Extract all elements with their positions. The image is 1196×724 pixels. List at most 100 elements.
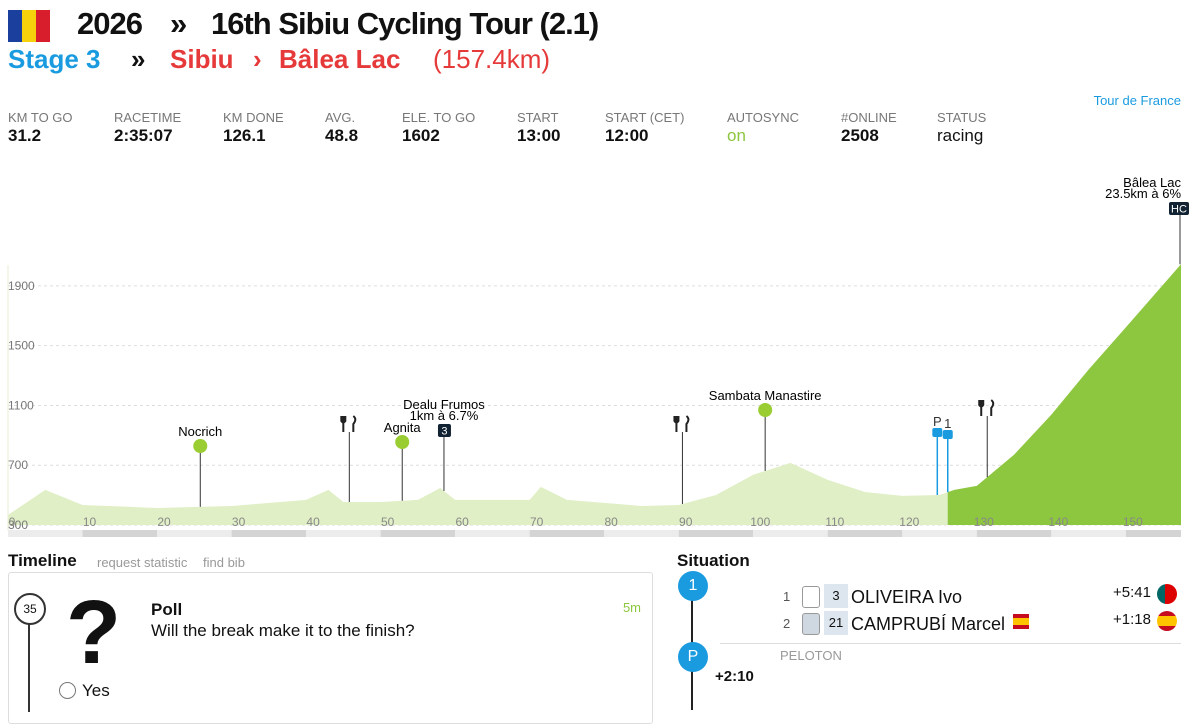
- rank: 1: [783, 589, 791, 604]
- link[interactable]: find bib: [203, 555, 245, 570]
- bib: 21: [824, 611, 848, 635]
- x-tick-label: 120: [899, 515, 919, 529]
- km-band: [1125, 530, 1181, 537]
- x-tick-label: 20: [157, 515, 171, 529]
- x-tick-label: 150: [1123, 515, 1143, 529]
- poll-option[interactable]: Yes: [82, 681, 110, 700]
- bib: 3: [824, 584, 848, 608]
- jersey: [802, 586, 820, 608]
- time: 5m: [622, 600, 641, 615]
- arrow: ›: [253, 44, 262, 74]
- km-band: [455, 530, 530, 537]
- stat-value: 2508: [841, 126, 879, 145]
- y-tick-label: 300: [8, 518, 28, 532]
- poll-icon: ?: [66, 583, 121, 683]
- town-name: Nocrich: [178, 424, 222, 439]
- climb-badge: [1169, 202, 1189, 215]
- divider: [720, 643, 1181, 644]
- town-marker: [395, 435, 410, 449]
- x-tick-label: 60: [455, 515, 469, 529]
- group-badge: P: [678, 642, 708, 672]
- poll-question: Will the break make it to the finish?: [151, 621, 415, 640]
- feed-icon: [978, 399, 995, 416]
- x-tick-label: 130: [974, 515, 994, 529]
- sprint-marker: [942, 430, 953, 439]
- poll-title: Poll: [151, 600, 183, 619]
- town-name: Sambata Manastire: [709, 388, 822, 403]
- town-name: Agnita: [384, 420, 422, 435]
- stat-value: 2:35:07: [114, 126, 173, 145]
- link[interactable]: request statistic: [97, 555, 188, 570]
- x-tick-label: 70: [530, 515, 544, 529]
- km-band: [902, 530, 977, 537]
- separator: »: [131, 44, 146, 74]
- rider-name[interactable]: CAMPRUBÍ Marcel: [851, 614, 1006, 634]
- distance: (157.4km): [433, 44, 551, 74]
- stat-value: on: [727, 126, 746, 145]
- stat-label: STATUS: [937, 110, 987, 125]
- km-band: [380, 530, 456, 537]
- year: 2026: [77, 6, 143, 41]
- climb-detail: 23.5km à 6%: [1105, 186, 1181, 201]
- x-tick-label: 10: [83, 515, 97, 529]
- km-band: [529, 530, 605, 537]
- timeline-line: [28, 622, 30, 712]
- stat-label: ELE. TO GO: [402, 110, 476, 125]
- km-band: [8, 530, 83, 537]
- gap: +2:10: [715, 668, 754, 685]
- rider-name[interactable]: OLIVEIRA Ivo: [851, 587, 963, 607]
- km-badge: 35: [14, 593, 46, 625]
- x-tick-label: 100: [750, 515, 770, 529]
- stat-value: 13:00: [517, 126, 561, 145]
- sprint-marker: [932, 428, 943, 437]
- town-marker: [758, 403, 773, 417]
- stat-value: 1602: [402, 126, 440, 145]
- stage[interactable]: Stage 3: [8, 44, 101, 74]
- feed-icon: [340, 415, 357, 432]
- stat-value: 31.2: [8, 126, 42, 145]
- x-tick-label: 0: [9, 515, 16, 529]
- stat-label: START (CET): [605, 110, 685, 125]
- stat-value: 126.1: [223, 126, 266, 145]
- km-band: [82, 530, 158, 537]
- climb-category: 3: [441, 426, 447, 438]
- y-tick-label: 700: [8, 458, 28, 472]
- situation-title: Situation: [677, 551, 750, 570]
- x-tick-label: 80: [605, 515, 619, 529]
- race-name[interactable]: 16th Sibiu Cycling Tour (2.1): [211, 6, 599, 41]
- flag: [1157, 584, 1177, 604]
- x-tick-label: 30: [232, 515, 246, 529]
- x-tick-label: 140: [1048, 515, 1068, 529]
- sprint-name: P: [933, 414, 942, 429]
- link[interactable]: Tour de France: [1093, 93, 1181, 108]
- radio[interactable]: [59, 682, 76, 699]
- town-marker: [193, 439, 208, 453]
- km-band: [231, 530, 307, 537]
- stat-label: KM TO GO: [8, 110, 73, 125]
- flag: [1013, 614, 1029, 629]
- group-label: PELOTON: [780, 648, 842, 663]
- x-tick-label: 40: [306, 515, 320, 529]
- climb-badge: [437, 424, 451, 437]
- km-band: [753, 530, 828, 537]
- y-tick-label: 1900: [8, 279, 35, 293]
- km-band: [604, 530, 679, 537]
- finish-city: Bâlea Lac: [279, 44, 401, 74]
- km-band: [306, 530, 381, 537]
- x-tick-label: 50: [381, 515, 395, 529]
- stat-label: KM DONE: [223, 110, 284, 125]
- rank: 2: [783, 616, 791, 631]
- flag: [1157, 611, 1177, 631]
- jersey: [802, 613, 820, 635]
- stat-label: AUTOSYNC: [727, 110, 799, 125]
- km-band: [827, 530, 903, 537]
- sprint-name: 1: [944, 416, 951, 431]
- page: 2026 » 16th Sibiu Cycling Tour (2.1) Sta…: [7, 6, 1189, 724]
- climb-category: HC: [1171, 204, 1187, 216]
- km-band: [1051, 530, 1126, 537]
- km-band: [976, 530, 1052, 537]
- km-band: [678, 530, 754, 537]
- gap: +1:18: [1113, 611, 1151, 628]
- climb-detail: 1km à 6.7%: [410, 408, 479, 423]
- stat-label: #ONLINE: [841, 110, 897, 125]
